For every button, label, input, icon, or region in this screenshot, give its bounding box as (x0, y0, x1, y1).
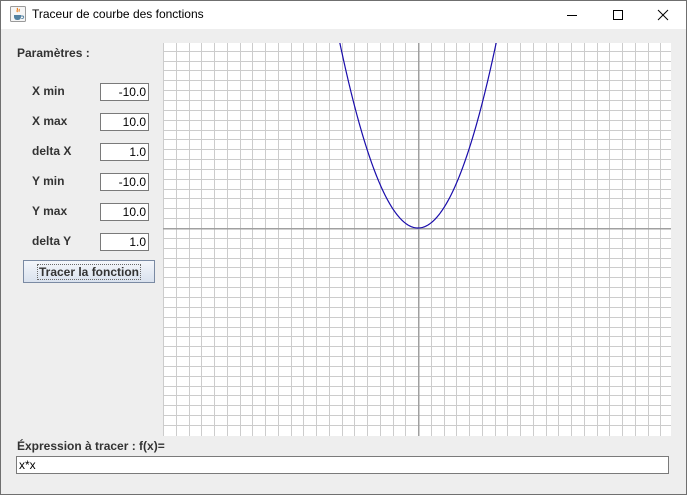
ymax-label: Y max (32, 204, 68, 218)
deltax-label: delta X (32, 144, 72, 158)
title-bar[interactable]: Traceur de courbe des fonctions (1, 1, 686, 29)
expression-label: Éxpression à tracer : f(x)= (17, 439, 165, 453)
xmax-label: X max (32, 114, 68, 128)
deltax-field[interactable] (100, 143, 149, 161)
function-curve (339, 43, 497, 229)
maximize-icon (613, 10, 623, 20)
deltay-field[interactable] (100, 233, 149, 251)
ymax-field[interactable] (100, 203, 149, 221)
minimize-icon (567, 15, 577, 16)
xmax-field[interactable] (100, 113, 149, 131)
minimize-button[interactable] (549, 1, 595, 29)
parameters-heading: Paramètres : (17, 46, 90, 60)
deltay-label: delta Y (32, 234, 72, 248)
expression-input[interactable] (16, 456, 669, 474)
window-title: Traceur de courbe des fonctions (32, 7, 204, 21)
ymin-label: Y min (32, 174, 65, 188)
close-button[interactable] (640, 1, 686, 29)
close-icon (657, 9, 669, 21)
java-cup-icon (10, 6, 26, 22)
plot-canvas (163, 43, 671, 436)
xmin-field[interactable] (100, 83, 149, 101)
plot-area (163, 43, 671, 436)
trace-button[interactable]: Tracer la fonction (23, 260, 155, 283)
trace-button-label: Tracer la fonction (36, 263, 142, 280)
maximize-button[interactable] (595, 1, 641, 29)
xmin-label: X min (32, 84, 65, 98)
ymin-field[interactable] (100, 173, 149, 191)
